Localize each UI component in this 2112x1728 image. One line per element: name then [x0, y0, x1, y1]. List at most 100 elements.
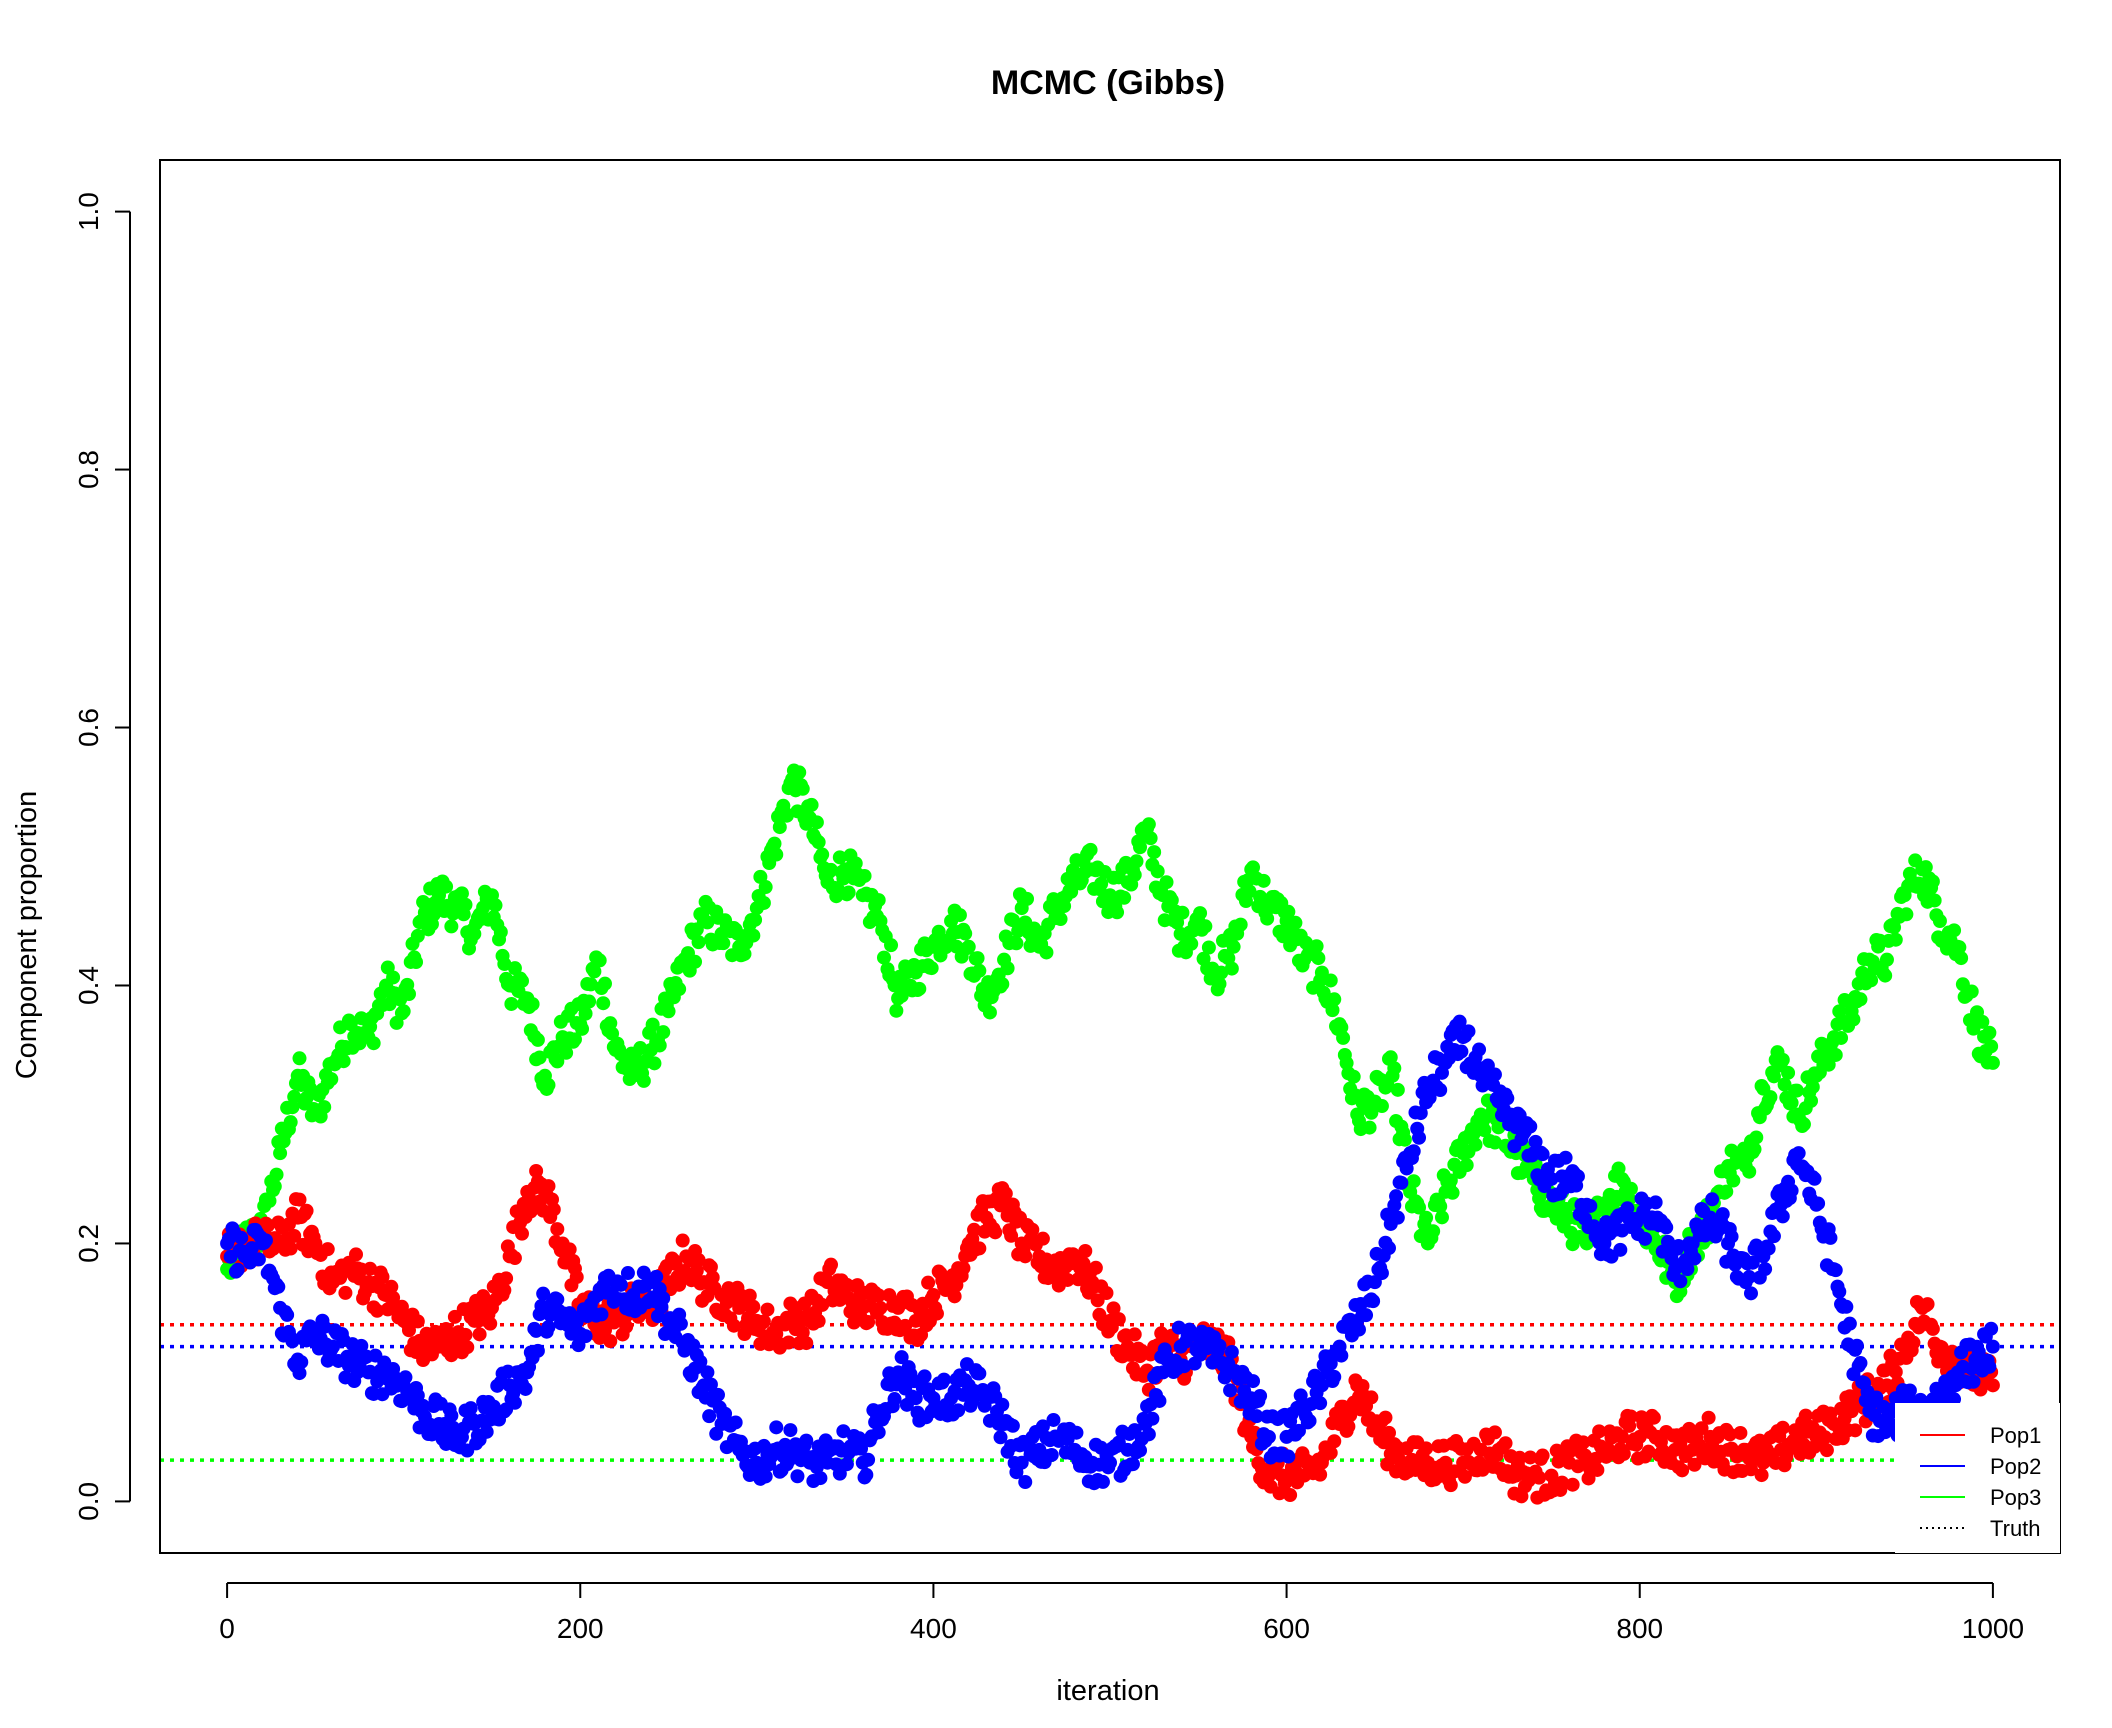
sample-pop3	[912, 981, 927, 996]
sample-pop3	[409, 955, 424, 970]
sample-pop3	[1878, 968, 1893, 983]
sample-pop1	[1775, 1420, 1790, 1435]
y-tick-label: 0.6	[73, 708, 104, 747]
sample-pop2	[861, 1452, 876, 1467]
legend-label: Pop2	[1990, 1454, 2041, 1479]
sample-pop3	[1233, 917, 1248, 932]
sample-pop3	[1412, 1200, 1427, 1215]
point-pop2-590	[1261, 1429, 1276, 1444]
sample-pop2	[1673, 1274, 1688, 1289]
sample-pop2	[578, 1329, 593, 1344]
sample-pop2	[398, 1370, 413, 1385]
sample-pop1	[815, 1297, 830, 1312]
sample-pop1	[988, 1225, 1003, 1240]
sample-pop3	[454, 886, 469, 901]
sample-pop2	[649, 1269, 664, 1284]
sample-pop3	[1775, 1052, 1790, 1067]
sample-pop3	[795, 781, 810, 796]
sample-pop2	[1853, 1356, 1868, 1371]
sample-pop2	[1133, 1443, 1148, 1458]
legend-box	[1895, 1403, 2060, 1553]
sample-pop1	[1512, 1450, 1527, 1465]
legend: Pop1 Pop2 Pop3 Truth	[1895, 1403, 2060, 1553]
x-tick-label: 200	[557, 1613, 604, 1644]
sample-pop2	[1422, 1090, 1437, 1105]
sample-pop3	[688, 954, 703, 969]
sample-pop3	[613, 1047, 628, 1062]
sample-pop3	[815, 847, 830, 862]
sample-pop1	[1888, 1364, 1903, 1379]
sample-pop1	[781, 1335, 796, 1350]
sample-pop3	[1193, 906, 1208, 921]
sample-pop2	[507, 1395, 522, 1410]
sample-pop3	[1468, 1137, 1483, 1152]
sample-pop3	[1397, 1132, 1412, 1147]
sample-pop2	[518, 1381, 533, 1396]
sample-pop2	[852, 1431, 867, 1446]
sample-pop1	[1381, 1425, 1396, 1440]
sample-pop3	[439, 879, 454, 894]
sample-pop2	[1982, 1359, 1997, 1374]
sample-pop3	[504, 996, 519, 1011]
sample-pop2	[1351, 1322, 1366, 1337]
sample-pop3	[1147, 845, 1162, 860]
sample-pop2	[1389, 1189, 1404, 1204]
sample-pop1	[1487, 1425, 1502, 1440]
legend-item-pop3: Pop3	[1920, 1485, 2041, 1510]
point-pop2-60	[326, 1339, 341, 1354]
sample-pop2	[1246, 1374, 1261, 1389]
sample-pop1	[1025, 1222, 1040, 1237]
y-axis-label: Component proportion	[11, 791, 43, 1080]
sample-pop3	[1954, 951, 1969, 966]
sample-pop1	[529, 1163, 544, 1178]
sample-pop1	[811, 1314, 826, 1329]
sample-pop3	[1477, 1123, 1492, 1138]
sample-pop1	[320, 1242, 335, 1257]
sample-pop1	[799, 1336, 814, 1351]
sample-pop2	[894, 1350, 909, 1365]
sample-pop2	[1413, 1106, 1428, 1121]
sample-pop3	[672, 982, 687, 997]
sample-pop1	[691, 1252, 706, 1267]
sample-pop3	[1383, 1050, 1398, 1065]
sample-pop1	[1592, 1424, 1607, 1439]
sample-pop2	[486, 1399, 501, 1414]
y-tick-label: 0.8	[73, 450, 104, 489]
sample-pop2	[1249, 1409, 1264, 1424]
sample-pop3	[1362, 1120, 1377, 1135]
sample-pop1	[882, 1288, 897, 1303]
sample-pop2	[1095, 1474, 1110, 1489]
point-pop3-500	[1103, 888, 1117, 903]
sample-pop1	[929, 1306, 944, 1321]
point-pop2-500	[1103, 1455, 1117, 1470]
sample-pop2	[1005, 1418, 1020, 1433]
point-pop3-420	[961, 939, 976, 954]
sample-pop3	[894, 988, 909, 1003]
sample-pop3	[287, 1089, 302, 1104]
sample-pop2	[1374, 1266, 1389, 1281]
sample-pop3	[1143, 831, 1158, 846]
sample-pop2	[1766, 1229, 1781, 1244]
sample-pop2	[887, 1392, 902, 1407]
point-pop2-750	[1544, 1171, 1559, 1186]
sample-pop1	[514, 1226, 529, 1241]
sample-pop2	[1433, 1083, 1448, 1098]
sample-pop3	[804, 797, 819, 812]
sample-pop3	[756, 895, 771, 910]
sample-pop2	[1171, 1320, 1186, 1335]
sample-pop1	[507, 1251, 522, 1266]
sample-pop3	[444, 919, 459, 934]
sample-pop2	[710, 1387, 725, 1402]
sample-pop2	[1761, 1241, 1776, 1256]
sample-pop2	[1823, 1230, 1838, 1245]
point-pop1-1000	[1985, 1378, 2000, 1393]
sample-pop2	[1811, 1196, 1826, 1211]
sample-pop3	[1623, 1181, 1638, 1196]
legend-item-pop1: Pop1	[1920, 1423, 2041, 1448]
sample-pop1	[760, 1302, 775, 1317]
sample-pop2	[1680, 1262, 1695, 1277]
sample-pop3	[1406, 1174, 1421, 1189]
sample-pop2	[1620, 1201, 1635, 1216]
sample-pop1	[1906, 1335, 1921, 1350]
sample-pop1	[1313, 1467, 1328, 1482]
